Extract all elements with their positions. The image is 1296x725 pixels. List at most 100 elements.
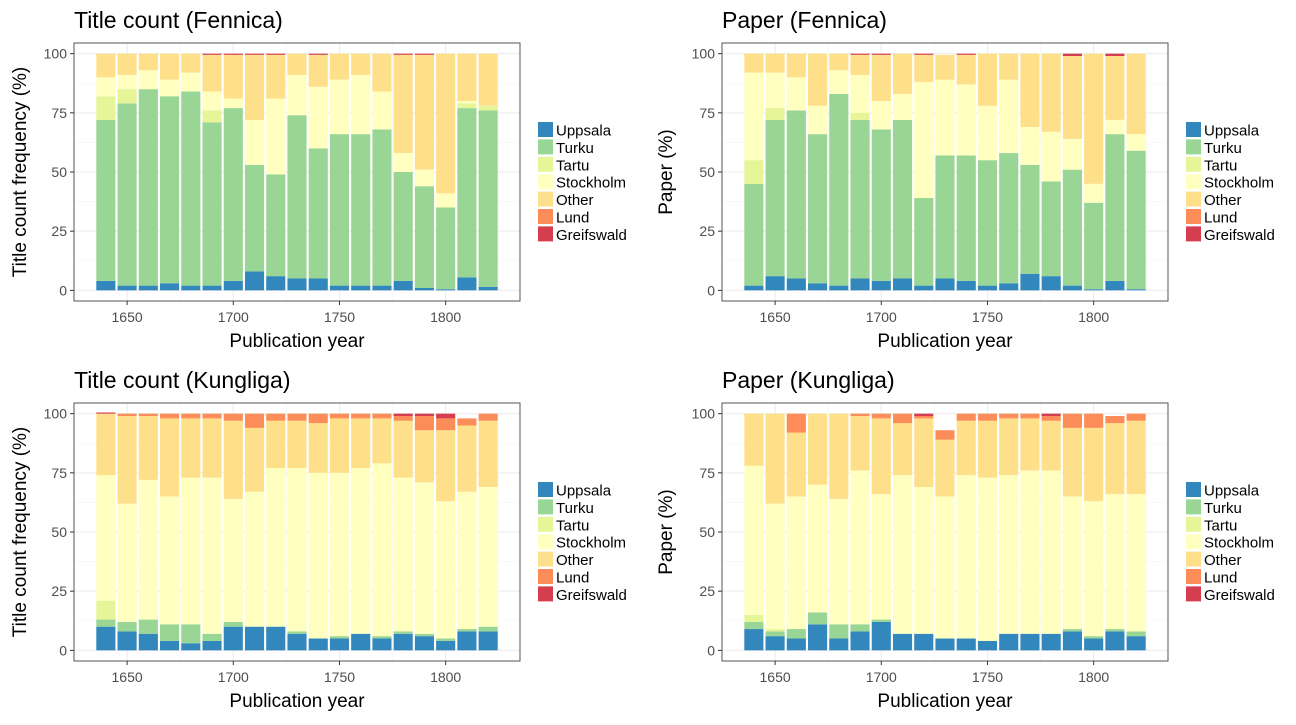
bar-segment-stockholm-1680 (181, 72, 201, 92)
y-tick-label: 50 (51, 164, 67, 180)
bar-segment-uppsala-1800 (436, 289, 456, 291)
bar-segment-greifswald-1700 (223, 53, 243, 55)
bar-segment-lund-1760 (999, 413, 1019, 419)
bar-segment-greifswald-1690 (850, 53, 870, 55)
bar-segment-turku-1800 (436, 638, 456, 641)
bar-segment-stockholm-1640 (744, 465, 764, 615)
bar-segment-turku-1720 (914, 198, 934, 286)
bar-segment-uppsala-1700 (871, 280, 891, 291)
bar-segment-turku-1730 (287, 115, 307, 279)
bar-segment-lund-1720 (914, 416, 934, 419)
x-axis-label: Publication year (229, 331, 365, 352)
x-tick-label: 1700 (218, 309, 249, 325)
bar-segment-stockholm-1710 (244, 119, 265, 165)
bars (96, 412, 498, 651)
bar-segment-other-1670 (808, 413, 828, 485)
bar-segment-lund-1740 (956, 413, 976, 421)
bar-segment-stockholm-1750 (329, 472, 350, 637)
bar-segment-stockholm-1770 (372, 463, 392, 637)
bar-segment-stockholm-1650 (765, 72, 785, 109)
legend-key-greifswald (538, 586, 553, 602)
legend-label-stockholm: Stockholm (1204, 175, 1274, 192)
bar-segment-turku-1750 (329, 134, 350, 286)
bar-segment-stockholm-1800 (436, 193, 456, 208)
bar-segment-uppsala-1680 (829, 638, 849, 651)
bar-segment-turku-1820 (1126, 150, 1146, 290)
bar-segment-greifswald-1710 (244, 53, 265, 55)
bar-segment-stockholm-1810 (1105, 119, 1125, 135)
y-tick-label: 50 (699, 164, 715, 180)
bar-segment-stockholm-1750 (977, 477, 998, 641)
bar-segment-stockholm-1810 (457, 491, 477, 630)
bar-segment-other-1700 (871, 418, 891, 495)
legend-key-lund (1186, 209, 1201, 224)
legend-label-uppsala: Uppsala (1204, 483, 1260, 500)
bar-segment-lund-1700 (871, 413, 891, 419)
bar-segment-lund-1800 (1084, 413, 1104, 428)
x-tick-label: 1700 (218, 669, 249, 685)
bar-segment-turku-1700 (223, 621, 243, 627)
bar-segment-other-1680 (829, 413, 849, 499)
bar-segment-turku-1740 (308, 148, 328, 279)
bar-segment-tartu-1690 (202, 110, 222, 123)
bar-segment-uppsala-1820 (478, 286, 498, 291)
bar-segment-other-1710 (244, 427, 265, 492)
bar-segment-turku-1660 (786, 110, 806, 279)
legend-label-greifswald: Greifswald (1204, 587, 1275, 604)
bar-segment-stockholm-1680 (181, 477, 201, 625)
bar-segment-lund-1660 (138, 413, 158, 417)
bar-segment-other-1770 (1020, 53, 1040, 128)
legend-label-tartu: Tartu (1204, 517, 1237, 534)
bar-segment-tartu-1640 (744, 614, 764, 622)
bar-segment-uppsala-1730 (935, 278, 955, 291)
bar-segment-lund-1780 (1041, 416, 1061, 421)
bar-segment-stockholm-1790 (414, 482, 434, 634)
y-tick-label: 100 (44, 406, 68, 422)
bar-segment-stockholm-1770 (1020, 127, 1040, 165)
bar-segment-turku-1800 (1084, 636, 1104, 639)
bar-segment-other-1790 (414, 430, 434, 483)
bar-segment-other-1710 (892, 423, 913, 476)
bar-segment-uppsala-1770 (1020, 273, 1040, 291)
bar-segment-stockholm-1650 (117, 74, 137, 90)
bar-segment-other-1810 (457, 53, 477, 101)
bar-segment-uppsala-1640 (744, 629, 764, 651)
bar-segment-other-1800 (1084, 427, 1104, 502)
bar-segment-greifswald-1810 (1105, 53, 1125, 57)
x-tick-label: 1650 (112, 669, 143, 685)
x-tick-label: 1750 (972, 309, 1003, 325)
bar-segment-turku-1680 (829, 93, 849, 286)
legend-key-other (538, 191, 553, 207)
bar-segment-uppsala-1740 (956, 280, 976, 291)
bar-segment-greifswald-1780 (393, 413, 413, 417)
bar-segment-turku-1730 (287, 631, 307, 634)
legend-label-other: Other (1204, 552, 1242, 569)
x-tick-label: 1800 (430, 669, 461, 685)
bar-segment-uppsala-1710 (892, 633, 913, 651)
legend-key-turku (538, 499, 553, 515)
bar-segment-uppsala-1820 (1126, 636, 1146, 651)
bar-segment-uppsala-1770 (372, 638, 392, 651)
bar-segment-stockholm-1780 (393, 477, 413, 632)
bar-segment-uppsala-1650 (765, 276, 785, 291)
legend-label-lund: Lund (556, 570, 589, 587)
bar-segment-turku-1790 (414, 633, 434, 637)
y-tick-label: 100 (692, 406, 716, 422)
bar-segment-other-1780 (393, 420, 413, 478)
bar-segment-other-1720 (266, 420, 286, 469)
bar-segment-uppsala-1740 (308, 638, 328, 651)
bar-segment-uppsala-1720 (266, 276, 286, 291)
bar-segment-uppsala-1790 (414, 287, 434, 291)
bar-segment-other-1750 (329, 418, 350, 473)
bar-segment-turku-1710 (892, 119, 913, 279)
bar-segment-uppsala-1640 (96, 280, 116, 291)
bar-segment-other-1640 (744, 53, 764, 73)
bar-segment-stockholm-1660 (138, 479, 158, 620)
bar-segment-other-1690 (850, 416, 870, 471)
bar-segment-turku-1780 (1041, 181, 1061, 277)
bar-segment-stockholm-1670 (160, 496, 180, 625)
bar-segment-stockholm-1760 (999, 79, 1019, 154)
bar-segment-lund-1810 (457, 418, 477, 426)
